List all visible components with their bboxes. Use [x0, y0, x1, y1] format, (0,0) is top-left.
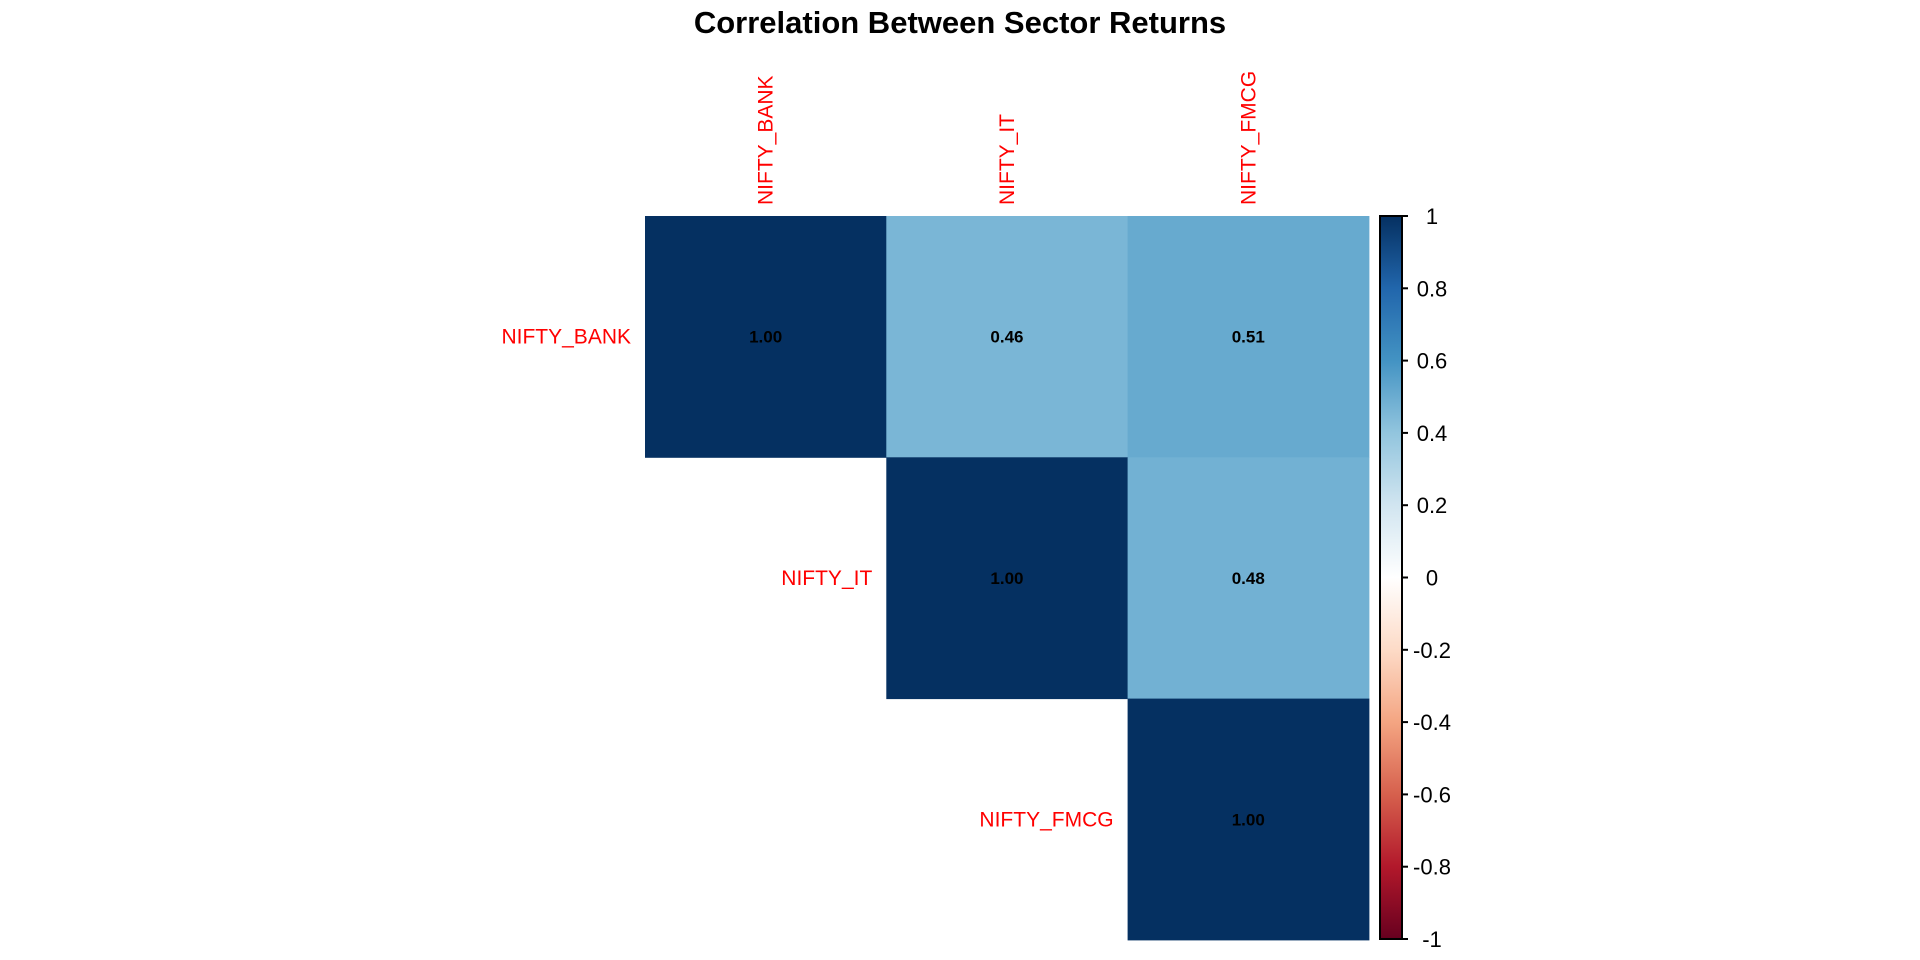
colorbar-tick-label: -0.4: [1413, 710, 1451, 735]
colorbar-tick-label: 0: [1426, 566, 1438, 591]
heatmap-cell: [645, 216, 887, 458]
colorbar-tick-label: 0.4: [1417, 421, 1448, 446]
colorbar-tick-label: -0.6: [1413, 782, 1451, 807]
heatmap-cell: [886, 216, 1129, 458]
colorbar-tick-label: 0.2: [1417, 493, 1448, 518]
colorbar-gradient: [1379, 215, 1403, 940]
heatmap-cell: [1127, 457, 1370, 700]
row-label: NIFTY_BANK: [501, 326, 631, 349]
cell-value-label: 1.00: [749, 328, 782, 347]
heatmap-cell: [1127, 698, 1370, 941]
colorbar-tick-label: 0.6: [1417, 349, 1448, 374]
colorbar-tick-label: -1: [1422, 927, 1442, 952]
cell-value-label: 1.00: [1232, 810, 1265, 829]
heatmap-cell: [1127, 216, 1370, 458]
column-label: NIFTY_IT: [996, 114, 1019, 205]
colorbar-tick-label: 0.8: [1417, 276, 1448, 301]
column-label: NIFTY_FMCG: [1237, 71, 1260, 205]
colorbar-tick-label: -0.2: [1413, 638, 1451, 663]
row-label: NIFTY_FMCG: [979, 808, 1113, 831]
colorbar-tick-label: 1: [1426, 204, 1438, 229]
heatmap-cell: [886, 457, 1129, 700]
cell-value-label: 0.48: [1232, 569, 1265, 588]
cell-value-label: 0.46: [990, 328, 1023, 347]
chart-title: Correlation Between Sector Returns: [694, 5, 1226, 40]
colorbar: 1 0.8 0.6 0.4 0.2 0 -0.2 -0.4 -0.6 -0.8 -1: [1379, 204, 1451, 952]
cell-value-label: 0.51: [1232, 328, 1265, 347]
column-label: NIFTY_BANK: [755, 75, 778, 205]
colorbar-tick-label: -0.8: [1413, 855, 1451, 880]
cell-value-label: 1.00: [990, 569, 1023, 588]
row-label: NIFTY_IT: [781, 567, 872, 590]
